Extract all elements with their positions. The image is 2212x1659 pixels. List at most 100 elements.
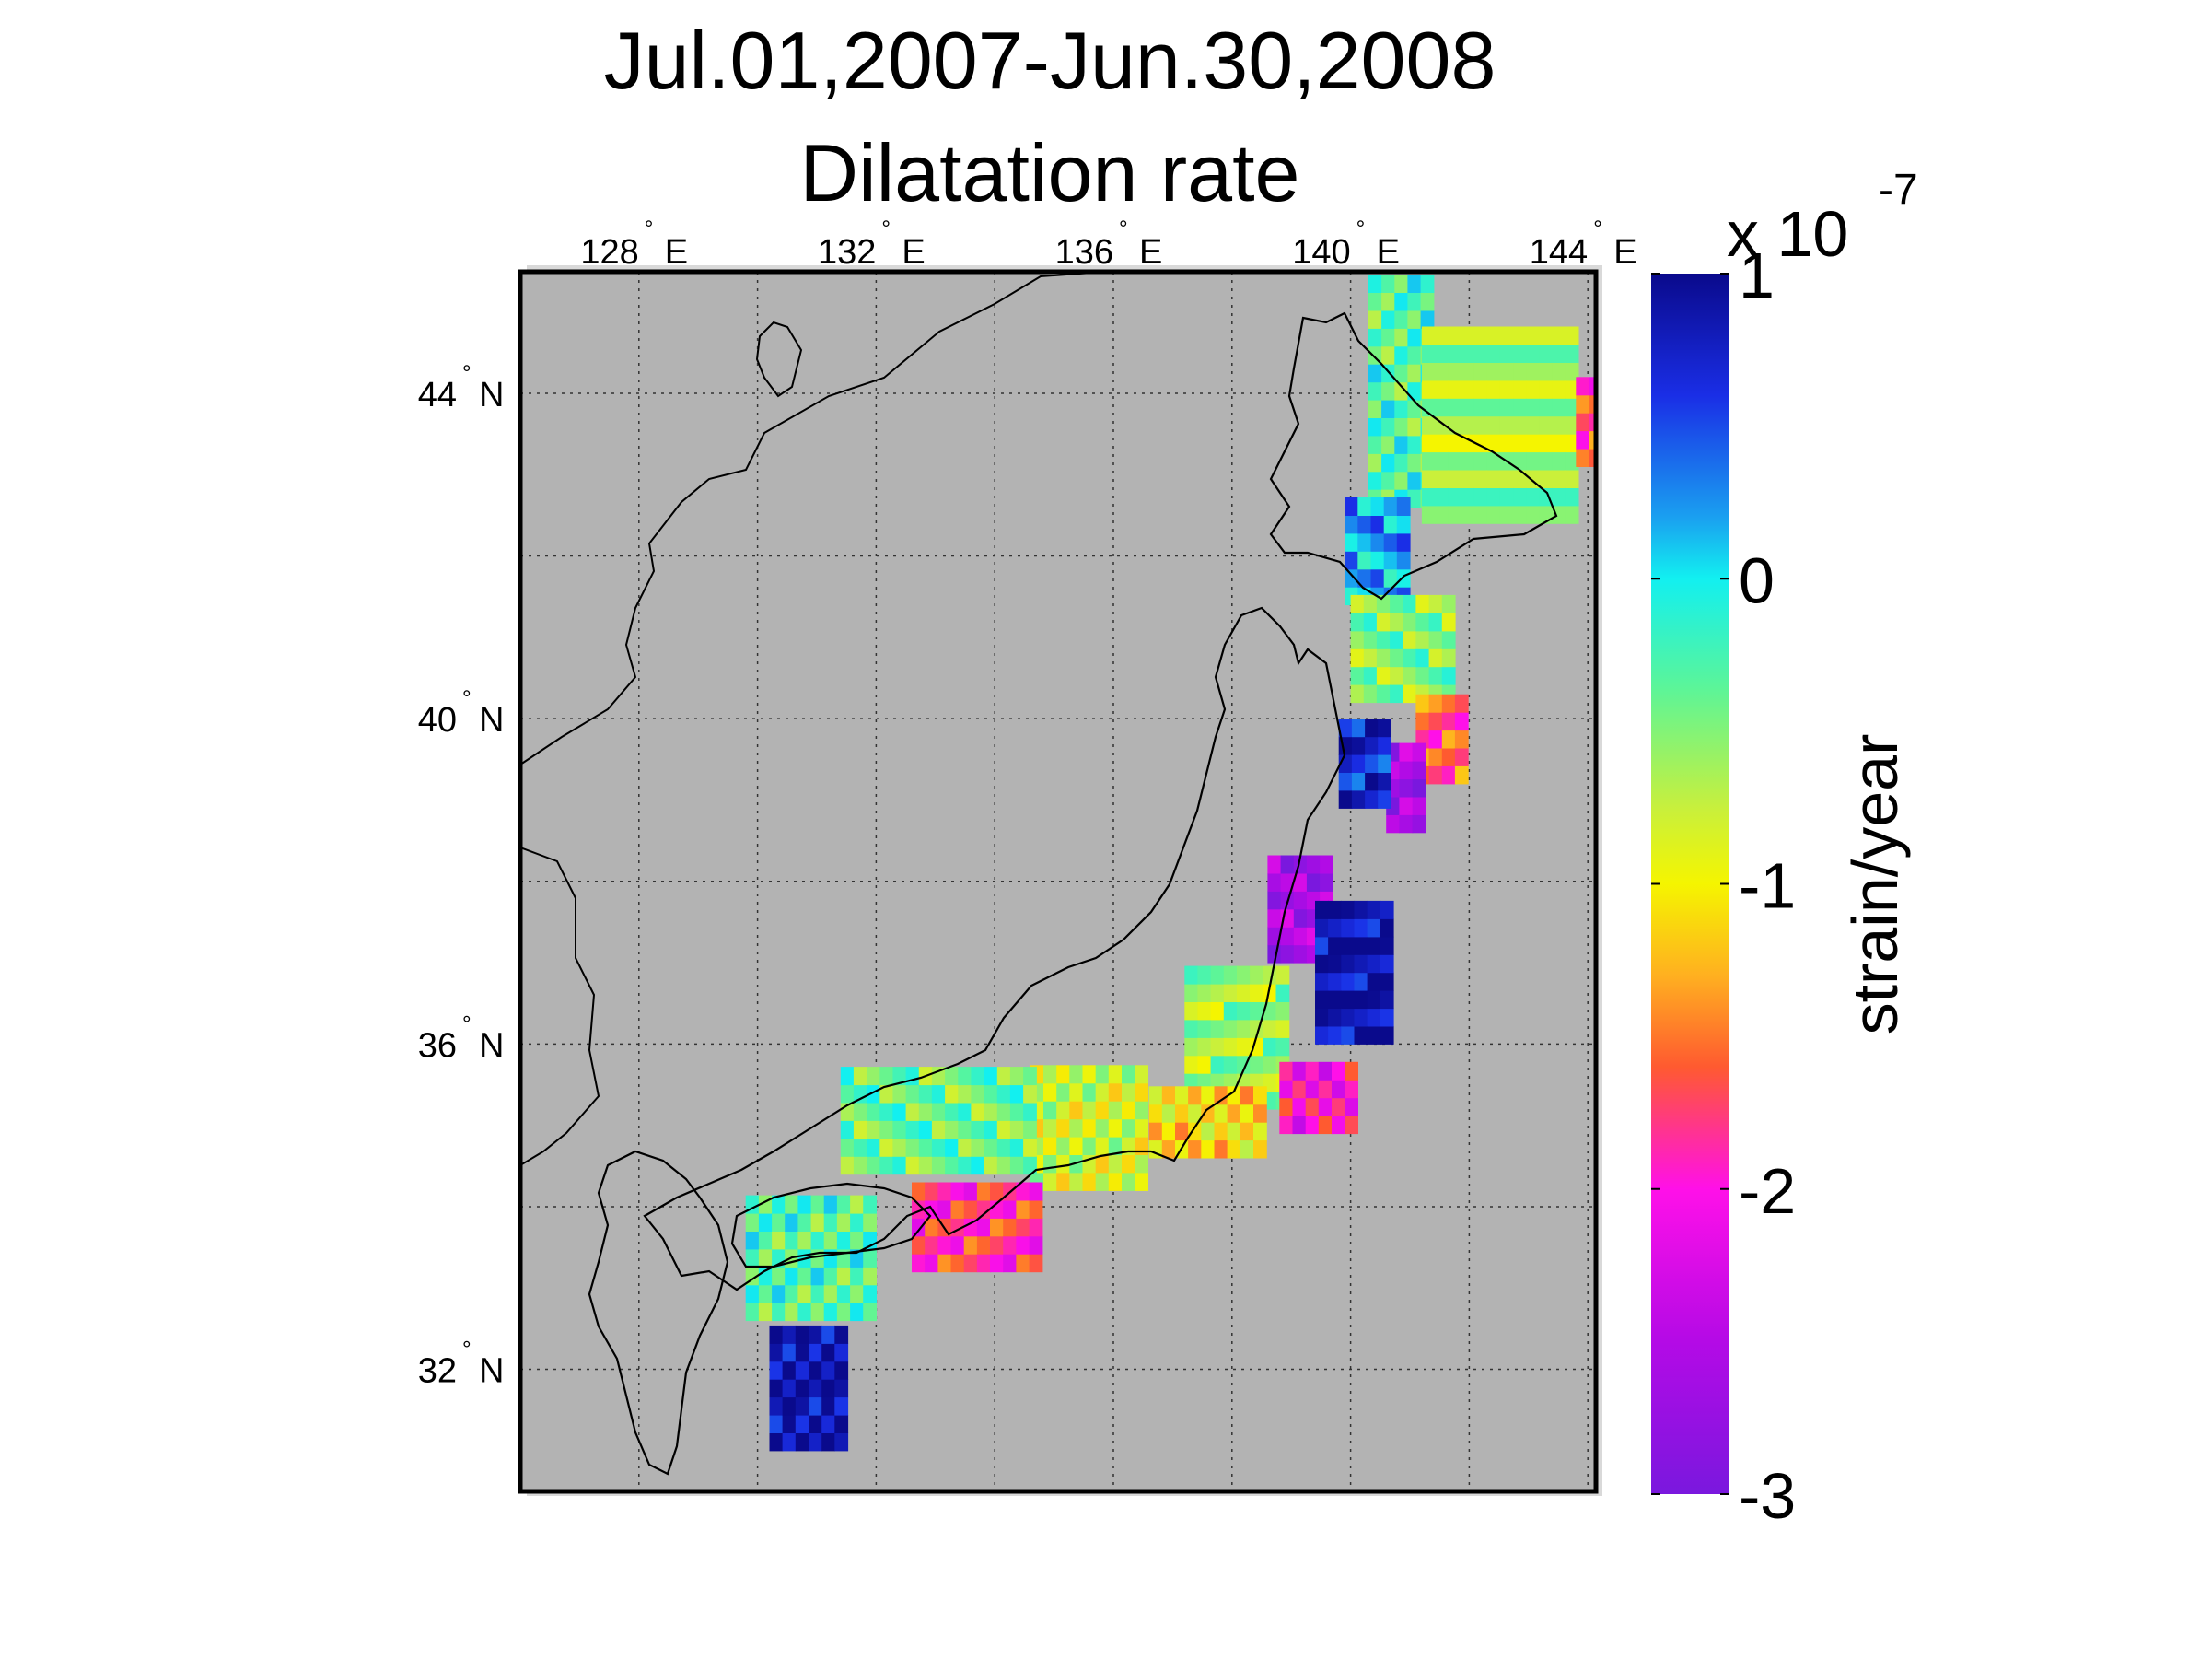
dilatation-cell <box>892 1084 907 1104</box>
dilatation-cell <box>769 1432 784 1452</box>
dilatation-cell <box>912 1182 926 1201</box>
dilatation-cell <box>1210 1037 1225 1057</box>
dilatation-cell <box>1378 754 1391 773</box>
dilatation-cell <box>1250 984 1263 1002</box>
dilatation-cell <box>1539 398 1554 417</box>
dilatation-cell <box>1415 712 1430 731</box>
dilatation-cell <box>996 1067 1011 1086</box>
dilatation-cell <box>1029 1218 1043 1237</box>
dilatation-cell <box>1306 872 1321 892</box>
dilatation-cell <box>1056 1101 1070 1120</box>
dilatation-cell <box>1368 364 1382 383</box>
dilatation-cell <box>1370 497 1385 516</box>
dilatation-cell <box>1412 742 1426 762</box>
dilatation-cell <box>1345 1116 1358 1135</box>
dilatation-cell <box>976 1182 991 1201</box>
dilatation-cell <box>963 1235 978 1255</box>
dilatation-cell <box>931 1156 946 1175</box>
dilatation-cell <box>1188 1086 1202 1105</box>
dilatation-cell <box>892 1102 907 1121</box>
dilatation-cell <box>1009 1084 1024 1104</box>
dilatation-cell <box>1606 408 1620 426</box>
colorbar-ticks: 1 0 -1 -2 -3 <box>1651 240 1796 1532</box>
dilatation-cell <box>836 1195 851 1214</box>
dilatation-cell <box>1250 1037 1263 1057</box>
dilatation-cell <box>937 1235 952 1255</box>
dilatation-cell <box>867 1067 880 1086</box>
dilatation-cell <box>1454 747 1469 766</box>
dilatation-cell <box>1526 415 1540 435</box>
dilatation-cell <box>1009 1138 1024 1157</box>
dilatation-cell <box>1396 515 1411 534</box>
dilatation-cell <box>1461 451 1475 471</box>
dilatation-cell <box>1383 568 1398 588</box>
dilatation-cell <box>1023 1138 1037 1157</box>
dilatation-cell <box>1367 1025 1381 1045</box>
dilatation-cell <box>1461 505 1475 524</box>
dilatation-cell <box>1394 364 1409 383</box>
dilatation-cell <box>1403 666 1417 685</box>
dilatation-cell <box>1565 470 1579 488</box>
dilatation-cell <box>1122 1082 1135 1102</box>
dilatation-cell <box>1003 1235 1017 1255</box>
dilatation-cell <box>925 1218 938 1237</box>
dilatation-cell <box>758 1303 773 1322</box>
dilatation-cell <box>1240 1122 1254 1141</box>
dilatation-cell <box>836 1303 851 1322</box>
svg-text:N: N <box>479 1026 504 1065</box>
dilatation-cell <box>1023 1156 1037 1175</box>
dilatation-cell <box>1383 497 1398 516</box>
dilatation-cell <box>1421 505 1436 524</box>
dilatation-cell <box>1396 551 1411 570</box>
dilatation-cell <box>945 1102 959 1121</box>
dilatation-cell <box>1403 630 1417 649</box>
dilatation-cell <box>1328 936 1342 955</box>
dilatation-cell <box>1441 594 1456 613</box>
dilatation-cell <box>1315 900 1329 919</box>
dilatation-cell <box>1227 1104 1241 1123</box>
dilatation-cell <box>1589 394 1596 414</box>
dilatation-cell <box>1602 377 1616 395</box>
dilatation-cell <box>1043 1101 1057 1120</box>
dilatation-cell <box>1390 684 1403 704</box>
dilatation-cell <box>1184 1037 1199 1057</box>
dilatation-cell <box>1381 417 1395 437</box>
dilatation-cell <box>879 1138 894 1157</box>
dilatation-cell <box>1368 400 1382 418</box>
dilatation-cell <box>1499 415 1514 435</box>
dilatation-cell <box>1441 765 1456 785</box>
dilatation-cell <box>905 1138 920 1157</box>
svg-text:°: ° <box>1593 216 1602 241</box>
dilatation-cell <box>1441 613 1456 632</box>
colorbar-exponent-base: x 10 <box>1727 198 1848 270</box>
dilatation-cell <box>1292 1080 1307 1099</box>
dilatation-cell <box>1381 400 1395 418</box>
dilatation-cell <box>1461 470 1475 488</box>
dilatation-cell <box>945 1156 959 1175</box>
svg-text:°: ° <box>462 1011 472 1036</box>
svg-text:°: ° <box>462 1338 472 1362</box>
dilatation-cell <box>1082 1082 1097 1102</box>
dilatation-cell <box>1412 778 1426 798</box>
dilatation-cell <box>1328 918 1342 938</box>
dilatation-cell <box>797 1267 812 1286</box>
dilatation-cell <box>1184 965 1199 985</box>
dilatation-cell <box>1513 362 1527 381</box>
dilatation-cell <box>905 1067 920 1086</box>
dilatation-cell <box>1381 310 1395 329</box>
dilatation-cell <box>1267 927 1282 946</box>
dilatation-cell <box>931 1138 946 1157</box>
dilatation-cell <box>745 1303 760 1322</box>
dilatation-cell <box>850 1303 864 1322</box>
dilatation-cell <box>1448 398 1461 417</box>
dilatation-cell <box>1161 1122 1176 1141</box>
dilatation-cell <box>879 1084 894 1104</box>
dilatation-cell <box>971 1156 985 1175</box>
dilatation-cell <box>809 1396 822 1416</box>
dilatation-cell <box>1315 972 1329 991</box>
dilatation-cell <box>1428 613 1443 632</box>
dilatation-cell <box>785 1303 798 1322</box>
dilatation-cell <box>1473 451 1488 471</box>
dilatation-cell <box>1602 395 1616 414</box>
